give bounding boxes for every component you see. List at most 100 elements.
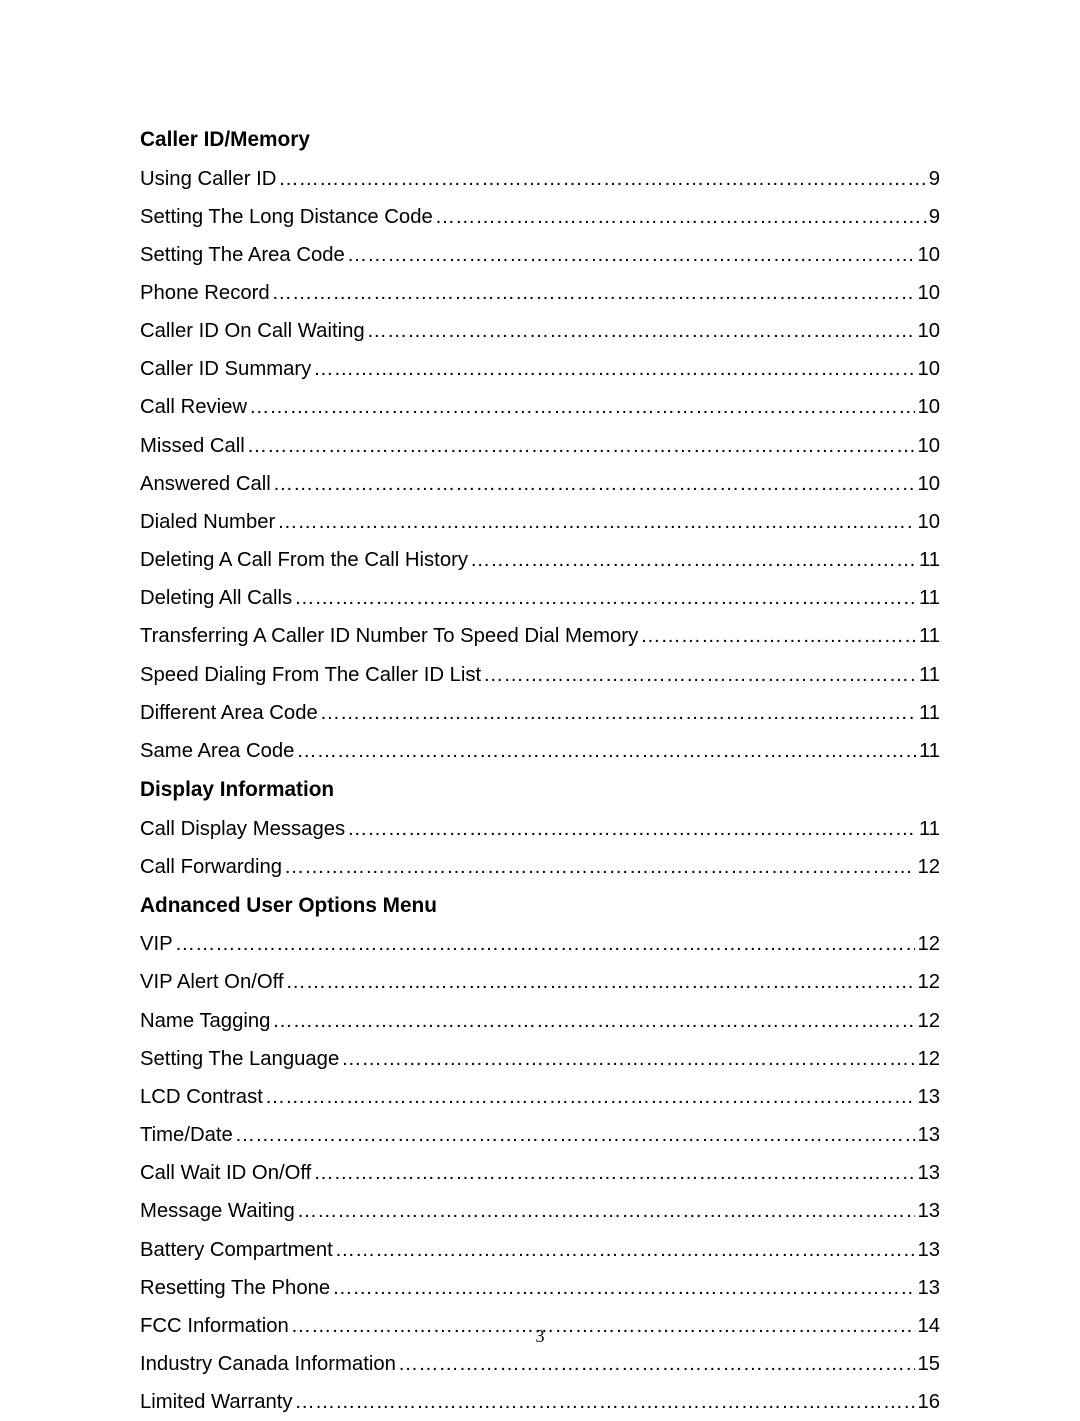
toc-title: Setting The Long Distance Code <box>140 198 433 236</box>
toc-entry: Name Tagging…………………………………………………………………………… <box>140 1002 940 1040</box>
toc-entry: Call Display Messages ………………………………………………… <box>140 810 940 848</box>
toc-entry: Time/Date…………………………………………………………………………………… <box>140 1116 940 1154</box>
toc-leader-dots: …………………………………………………………………………………………………………… <box>367 312 916 350</box>
toc-leader-dots: …………………………………………………………………………………………………………… <box>347 810 917 848</box>
toc-page: 10 <box>917 236 940 274</box>
toc-page: 12 <box>917 963 940 1001</box>
toc-title: Using Caller ID <box>140 160 276 198</box>
toc-title: Name Tagging <box>140 1002 270 1040</box>
toc-entry: Setting The Language……………………………………………………… <box>140 1040 940 1078</box>
toc-page: 10 <box>917 388 940 426</box>
toc-page: 10 <box>917 465 940 503</box>
toc-entry: Setting The Long Distance Code…………………………… <box>140 198 940 236</box>
toc-leader-dots: …………………………………………………………………………………………………………… <box>235 1116 916 1154</box>
toc-leader-dots: …………………………………………………………………………………………………………… <box>272 1002 915 1040</box>
toc-leader-dots: …………………………………………………………………………………………………………… <box>294 579 917 617</box>
toc-entry: Limited Warranty………………………………………………………………… <box>140 1383 940 1421</box>
toc-entry: Dialed Number………………………………………………………………………… <box>140 503 940 541</box>
toc-leader-dots: …………………………………………………………………………………………………………… <box>640 617 917 655</box>
toc-title: Industry Canada Information <box>140 1345 396 1383</box>
toc-leader-dots: …………………………………………………………………………………………………………… <box>332 1269 915 1307</box>
toc-leader-dots: …………………………………………………………………………………………………………… <box>470 541 917 579</box>
toc-entry: Deleting All Calls…………………………………………………………… <box>140 579 940 617</box>
toc-leader-dots: …………………………………………………………………………………………………………… <box>265 1078 916 1116</box>
toc-leader-dots: …………………………………………………………………………………………………………… <box>341 1040 915 1078</box>
toc-entry: Same Area Code……………………………………………………………………… <box>140 732 940 770</box>
toc-leader-dots: …………………………………………………………………………………………………………… <box>277 503 915 541</box>
toc-page: 11 <box>919 810 940 848</box>
toc-title: VIP <box>140 925 173 963</box>
toc-page: 13 <box>917 1269 940 1307</box>
toc-page: 11 <box>919 732 940 770</box>
toc-page: 15 <box>917 1345 940 1383</box>
toc-title: Speed Dialing From The Caller ID List <box>140 656 481 694</box>
toc-page: 10 <box>917 350 940 388</box>
toc-entry: Phone Record…………………………………………………………………………… <box>140 274 940 312</box>
toc-page: 9 <box>929 198 940 236</box>
toc-page: 12 <box>917 925 940 963</box>
toc-title: Caller ID On Call Waiting <box>140 312 365 350</box>
toc-leader-dots: …………………………………………………………………………………………………………… <box>483 656 917 694</box>
section-heading: Adnanced User Options Menu <box>140 886 940 926</box>
toc-leader-dots: …………………………………………………………………………………………………………… <box>320 694 917 732</box>
toc-entry: Answered Call………………………………………………………………………… <box>140 465 940 503</box>
toc-page: 16 <box>917 1383 940 1421</box>
toc-title: Call Forwarding <box>140 848 282 886</box>
toc-page: 12 <box>917 1040 940 1078</box>
toc-title: Battery Compartment <box>140 1231 333 1269</box>
toc-title: Missed Call <box>140 427 245 465</box>
toc-entry: Industry Canada Information…………………………………… <box>140 1345 940 1383</box>
toc-title: Caller ID Summary <box>140 350 311 388</box>
toc-entry: Speed Dialing From The Caller ID List ……… <box>140 656 940 694</box>
toc-title: Dialed Number <box>140 503 275 541</box>
toc-page: 13 <box>917 1231 940 1269</box>
toc-leader-dots: …………………………………………………………………………………………………………… <box>295 1383 916 1421</box>
toc-page: 11 <box>919 579 940 617</box>
toc-title: Resetting The Phone <box>140 1269 330 1307</box>
toc-leader-dots: …………………………………………………………………………………………………………… <box>435 198 927 236</box>
toc-title: Call Wait ID On/Off <box>140 1154 311 1192</box>
toc-leader-dots: …………………………………………………………………………………………………………… <box>272 274 916 312</box>
toc-title: Message Waiting <box>140 1192 295 1230</box>
toc-entry: VIP Alert On/Off………………………………………………………………… <box>140 963 940 1001</box>
toc-leader-dots: …………………………………………………………………………………………………………… <box>278 160 926 198</box>
toc-entry: Caller ID Summary……………………………………………………………… <box>140 350 940 388</box>
toc-entry: Call Review……………………………………………………………………………… <box>140 388 940 426</box>
toc-leader-dots: …………………………………………………………………………………………………………… <box>313 350 915 388</box>
toc-leader-dots: …………………………………………………………………………………………………………… <box>247 427 916 465</box>
toc-entry: Different Area Code………………………………………………………… <box>140 694 940 732</box>
toc-page: 9 <box>929 160 940 198</box>
toc-page: 11 <box>919 656 940 694</box>
toc-leader-dots: …………………………………………………………………………………………………………… <box>347 236 916 274</box>
toc-page: 13 <box>917 1192 940 1230</box>
section-heading: Caller ID/Memory <box>140 120 940 160</box>
toc-title: Setting The Area Code <box>140 236 345 274</box>
toc-page: 13 <box>917 1116 940 1154</box>
toc-leader-dots: …………………………………………………………………………………………………………… <box>297 1192 916 1230</box>
toc-title: Deleting All Calls <box>140 579 292 617</box>
toc-page: 13 <box>917 1154 940 1192</box>
toc-entry: Using Caller ID ………………………………………………………………… <box>140 160 940 198</box>
toc-leader-dots: …………………………………………………………………………………………………………… <box>313 1154 915 1192</box>
toc-title: Limited Warranty <box>140 1383 293 1421</box>
toc-title: LCD Contrast <box>140 1078 263 1116</box>
toc-title: Setting The Language <box>140 1040 339 1078</box>
toc-leader-dots: …………………………………………………………………………………………………………… <box>175 925 916 963</box>
toc-page: 12 <box>917 848 940 886</box>
toc-page: 11 <box>919 617 940 655</box>
toc-leader-dots: …………………………………………………………………………………………………………… <box>335 1231 916 1269</box>
toc-page: 10 <box>917 427 940 465</box>
toc-page: 11 <box>919 541 940 579</box>
toc-page: 10 <box>917 312 940 350</box>
toc-entry: VIP…………………………………………………………………………………………………… <box>140 925 940 963</box>
toc-title: Deleting A Call From the Call History <box>140 541 468 579</box>
toc-title: Different Area Code <box>140 694 318 732</box>
toc-entry: LCD Contrast…………………………………………………………………………… <box>140 1078 940 1116</box>
toc-leader-dots: …………………………………………………………………………………………………………… <box>273 465 916 503</box>
toc-entry: Resetting The Phone………………………………………………………… <box>140 1269 940 1307</box>
toc-title: Phone Record <box>140 274 270 312</box>
toc-title: VIP Alert On/Off <box>140 963 284 1001</box>
toc-entry: Setting The Area Code…………………………………………………… <box>140 236 940 274</box>
toc-leader-dots: …………………………………………………………………………………………………………… <box>284 848 915 886</box>
toc-leader-dots: …………………………………………………………………………………………………………… <box>296 732 916 770</box>
